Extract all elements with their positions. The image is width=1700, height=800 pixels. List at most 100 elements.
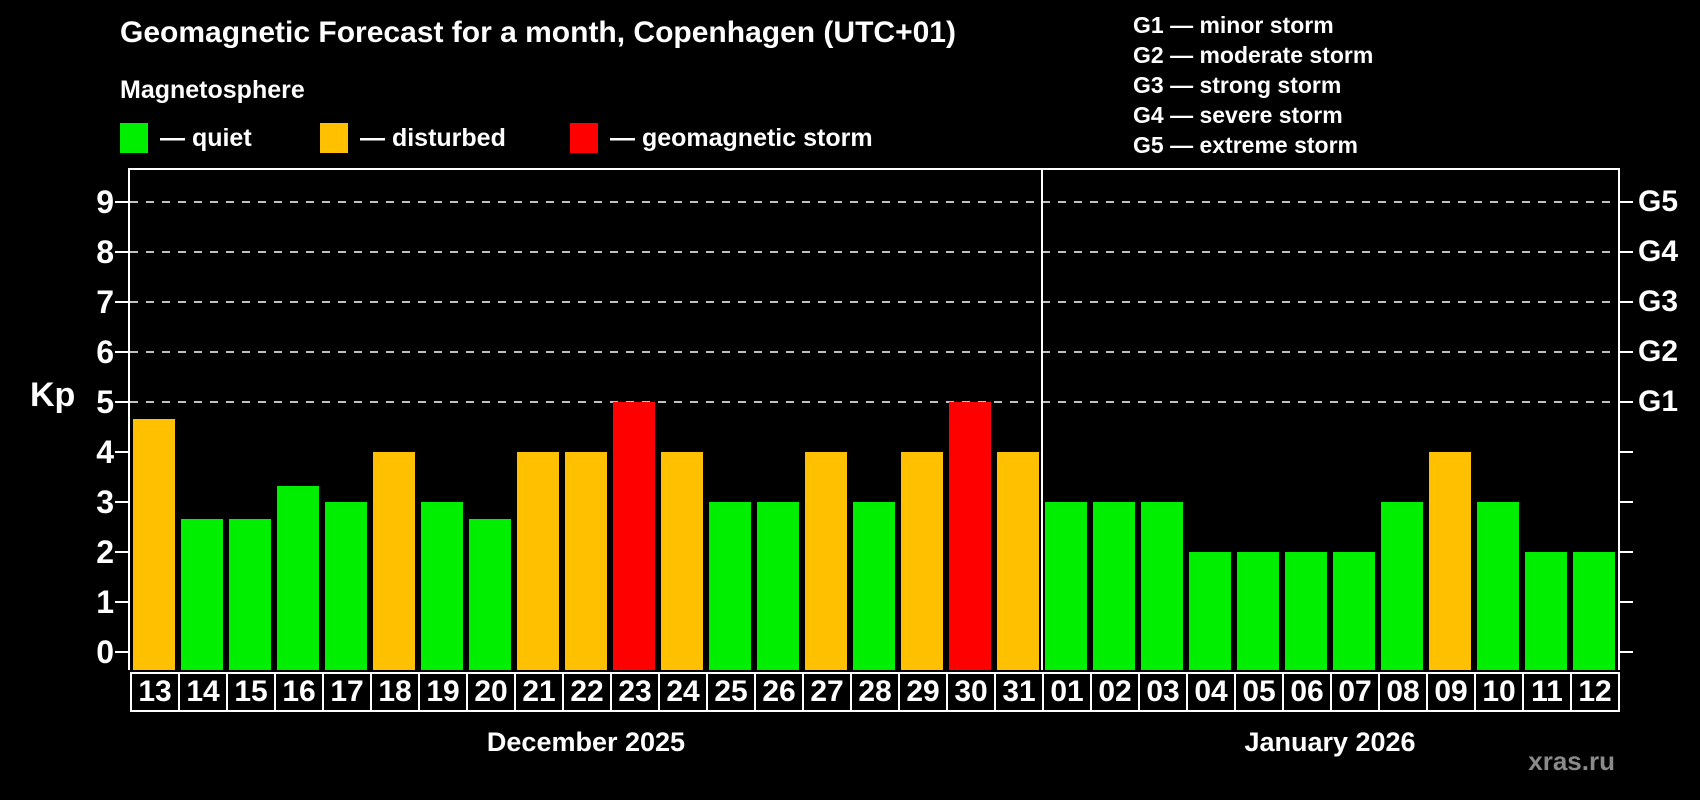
storm-scale-line-2: G2 — moderate storm: [1133, 42, 1374, 68]
g-axis-label-G3: G3: [1638, 285, 1679, 318]
y-tick-left-7: [115, 301, 128, 303]
kp-bar-day-21: [517, 452, 559, 670]
y-tick-right-9: [1620, 201, 1633, 203]
kp-bar-day-12: [1573, 552, 1615, 670]
day-label-30: 30: [946, 672, 996, 712]
day-label-24: 24: [658, 672, 708, 712]
kp-bar-day-24: [661, 452, 703, 670]
y-tick-right-7: [1620, 301, 1633, 303]
g-axis-label-G5: G5: [1638, 185, 1679, 218]
storm-scale-line-4: G4 — severe storm: [1133, 102, 1343, 128]
month-label-january: January 2026: [1244, 727, 1416, 757]
kp-bar-day-06: [1285, 552, 1327, 670]
storm-color-swatch: [570, 123, 598, 153]
day-label-31: 31: [994, 672, 1044, 712]
kp-bar-day-22: [565, 452, 607, 670]
storm-scale-line-5: G5 — extreme storm: [1133, 132, 1358, 158]
y-tick-right-5: [1620, 401, 1633, 403]
kp-bar-day-05: [1237, 552, 1279, 670]
kp-bar-day-16: [277, 485, 319, 670]
kp-bar-day-23: [613, 402, 655, 670]
gridline-kp-9: [130, 201, 1618, 203]
y-tick-left-9: [115, 201, 128, 203]
legend-storm-label: — geomagnetic storm: [610, 123, 873, 152]
kp-bar-day-30: [949, 402, 991, 670]
kp-bar-day-08: [1381, 502, 1423, 670]
day-label-18: 18: [370, 672, 420, 712]
month-label-december: December 2025: [486, 727, 686, 757]
chart-title: Geomagnetic Forecast for a month, Copenh…: [120, 16, 956, 49]
y-tick-right-1: [1620, 601, 1633, 603]
kp-bar-day-19: [421, 502, 463, 670]
g-axis-label-G2: G2: [1638, 335, 1679, 368]
kp-bar-day-31: [997, 452, 1039, 670]
day-label-12: 12: [1570, 672, 1620, 712]
y-tick-left-3: [115, 501, 128, 503]
legend-disturbed-label: — disturbed: [360, 123, 506, 152]
watermark: xras.ru: [1528, 746, 1615, 776]
day-label-17: 17: [322, 672, 372, 712]
day-label-19: 19: [418, 672, 468, 712]
y-tick-left-6: [115, 351, 128, 353]
kp-bar-day-02: [1093, 502, 1135, 670]
storm-scale-line-1: G1 — minor storm: [1133, 12, 1334, 38]
y-tick-label-2: 2: [96, 534, 114, 570]
kp-bar-day-10: [1477, 502, 1519, 670]
y-axis-title: Kp: [30, 376, 76, 414]
gridline-kp-5: [130, 401, 1618, 403]
day-label-26: 26: [754, 672, 804, 712]
y-tick-label-5: 5: [96, 384, 114, 420]
day-label-23: 23: [610, 672, 660, 712]
day-label-07: 07: [1330, 672, 1380, 712]
day-label-13: 13: [130, 672, 180, 712]
legend-quiet-label: — quiet: [160, 123, 252, 152]
y-tick-right-6: [1620, 351, 1633, 353]
kp-bar-day-18: [373, 452, 415, 670]
day-label-03: 03: [1138, 672, 1188, 712]
kp-bar-day-11: [1525, 552, 1567, 670]
day-label-08: 08: [1378, 672, 1428, 712]
day-label-28: 28: [850, 672, 900, 712]
day-label-15: 15: [226, 672, 276, 712]
day-label-22: 22: [562, 672, 612, 712]
day-label-06: 06: [1282, 672, 1332, 712]
day-label-27: 27: [802, 672, 852, 712]
y-tick-label-3: 3: [96, 484, 114, 520]
y-tick-label-7: 7: [96, 284, 114, 320]
gridline-kp-6: [130, 351, 1618, 353]
disturbed-color-swatch: [320, 123, 348, 153]
day-label-20: 20: [466, 672, 516, 712]
y-tick-right-0: [1620, 651, 1633, 653]
y-tick-left-4: [115, 451, 128, 453]
y-tick-left-5: [115, 401, 128, 403]
magnetosphere-label: Magnetosphere: [120, 76, 305, 104]
kp-bar-day-28: [853, 502, 895, 670]
gridline-kp-8: [130, 251, 1618, 253]
day-label-01: 01: [1042, 672, 1092, 712]
day-label-02: 02: [1090, 672, 1140, 712]
kp-bar-day-27: [805, 452, 847, 670]
kp-bar-day-01: [1045, 502, 1087, 670]
day-label-09: 09: [1426, 672, 1476, 712]
y-tick-label-9: 9: [96, 184, 114, 220]
y-tick-left-2: [115, 551, 128, 553]
day-label-04: 04: [1186, 672, 1236, 712]
storm-scale-legend: G1 — minor storm G2 — moderate storm G3 — …: [1133, 10, 1373, 160]
kp-bar-day-14: [181, 518, 223, 670]
day-label-29: 29: [898, 672, 948, 712]
g-axis-label-G4: G4: [1638, 235, 1679, 268]
y-tick-label-0: 0: [96, 634, 114, 670]
storm-scale-line-3: G3 — strong storm: [1133, 72, 1342, 98]
kp-bar-day-20: [469, 518, 511, 670]
day-label-25: 25: [706, 672, 756, 712]
day-label-14: 14: [178, 672, 228, 712]
kp-bar-day-26: [757, 502, 799, 670]
kp-bar-day-13: [133, 418, 175, 670]
quiet-color-swatch: [120, 123, 148, 153]
kp-bar-day-07: [1333, 552, 1375, 670]
y-tick-label-6: 6: [96, 334, 114, 370]
legend-item-storm: — geomagnetic storm: [570, 122, 873, 154]
day-label-21: 21: [514, 672, 564, 712]
kp-bar-day-17: [325, 502, 367, 670]
y-tick-label-8: 8: [96, 234, 114, 270]
